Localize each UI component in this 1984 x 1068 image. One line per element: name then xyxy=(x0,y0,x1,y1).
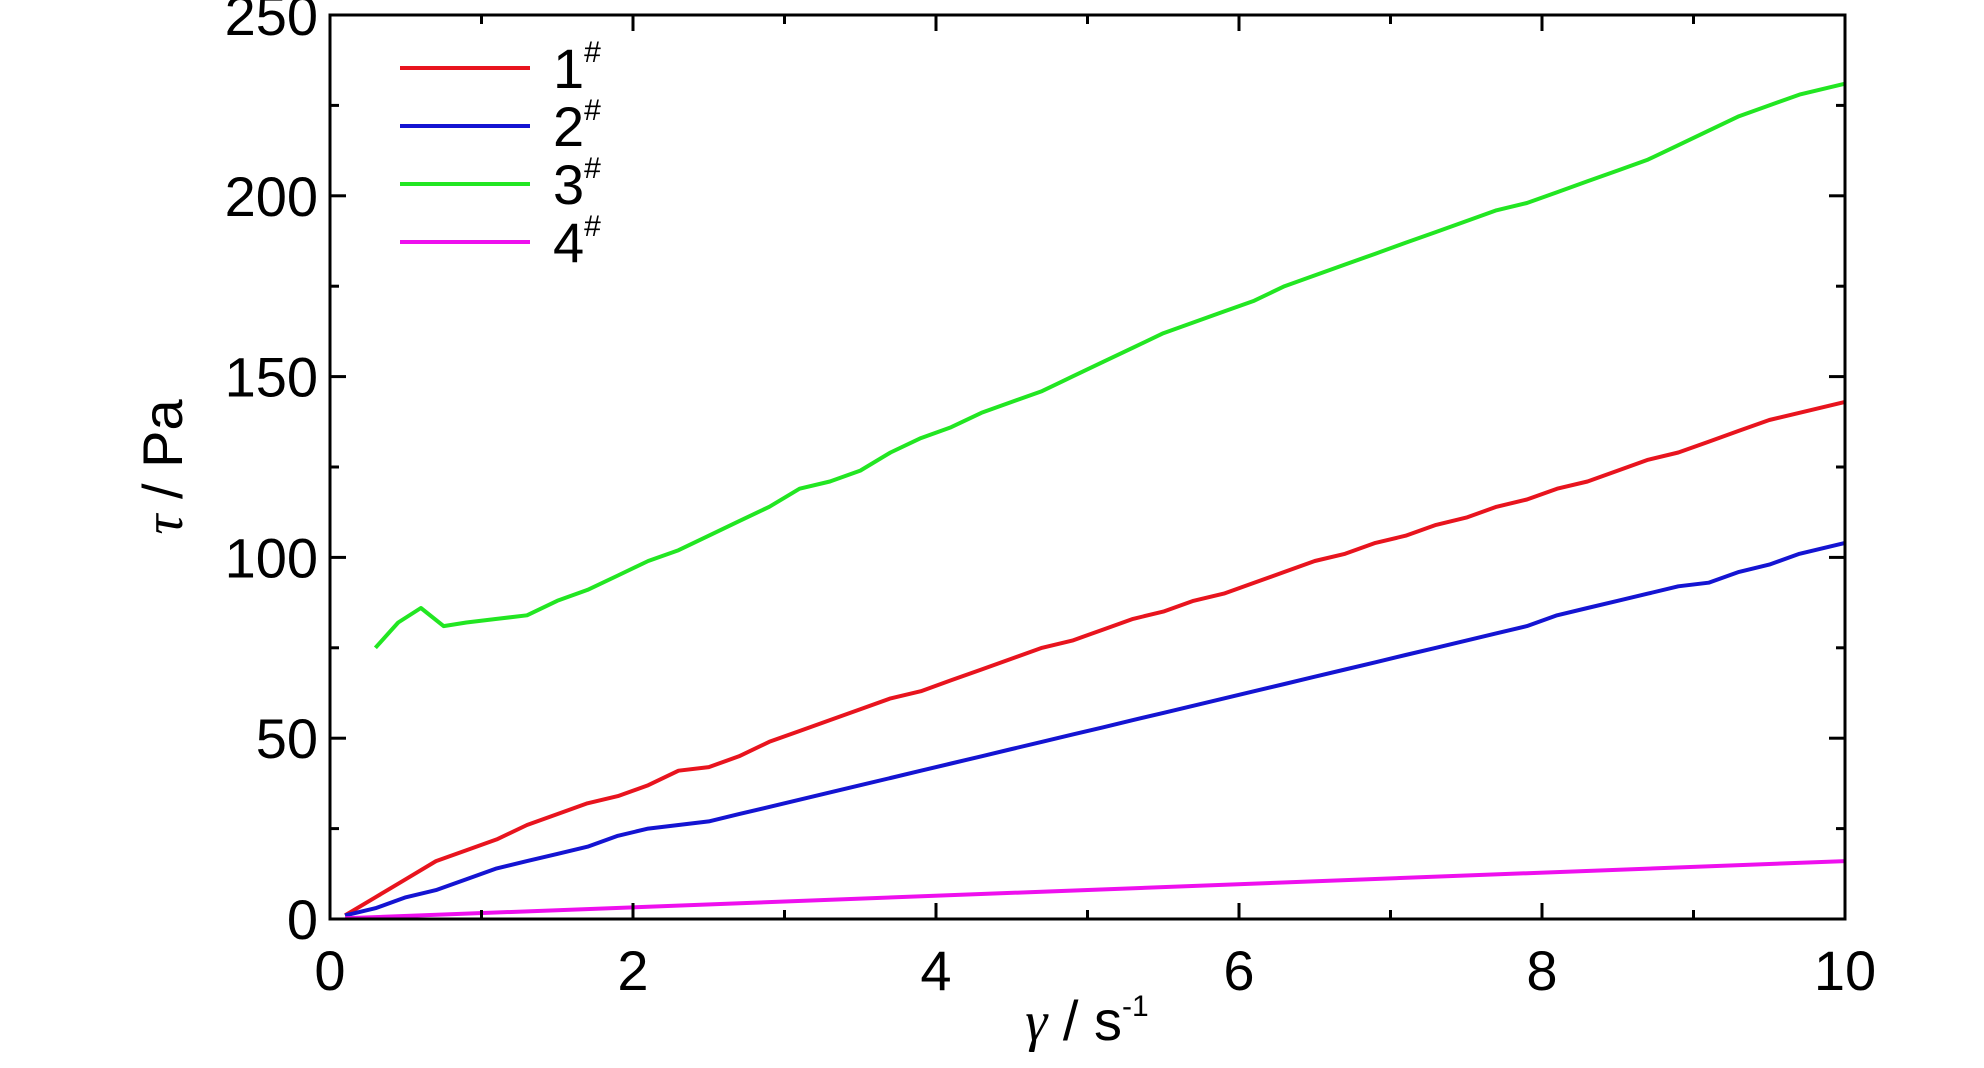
x-tick-label: 8 xyxy=(1526,939,1557,1002)
y-axis-label: τ / Pa xyxy=(131,399,195,535)
y-tick-label: 100 xyxy=(225,526,318,589)
x-tick-label: 4 xyxy=(920,939,951,1002)
series-layer xyxy=(344,81,1846,921)
legend-label-3: 3# xyxy=(553,152,601,216)
x-tick-label: 0 xyxy=(314,939,345,1002)
legend-label-2: 2# xyxy=(553,94,601,158)
y-tick-label: 150 xyxy=(225,346,318,409)
series-line-1 xyxy=(344,399,1846,918)
x-tick-label: 6 xyxy=(1223,939,1254,1002)
y-tick-label: 50 xyxy=(256,707,318,770)
legend: 1#2#3#4# xyxy=(400,36,601,274)
x-axis-unit: / s xyxy=(1047,989,1122,1052)
y-tick-label: 0 xyxy=(287,888,318,951)
legend-label-4: 4# xyxy=(553,210,601,274)
x-axis-unit-exponent: -1 xyxy=(1122,990,1149,1023)
y-axis-unit: / Pa xyxy=(131,399,194,515)
x-axis-symbol: γ xyxy=(1025,991,1049,1053)
x-tick-label: 10 xyxy=(1814,939,1876,1002)
series-line-4 xyxy=(345,859,1846,921)
y-tick-label: 250 xyxy=(225,0,318,47)
x-axis-label: γ / s-1 xyxy=(1025,989,1148,1053)
series-line-2 xyxy=(344,540,1846,918)
x-tick-label: 2 xyxy=(617,939,648,1002)
y-tick-label: 200 xyxy=(225,165,318,228)
y-axis-symbol: τ xyxy=(133,513,195,535)
series-line-3 xyxy=(373,81,1846,650)
legend-label-1: 1# xyxy=(553,36,601,100)
